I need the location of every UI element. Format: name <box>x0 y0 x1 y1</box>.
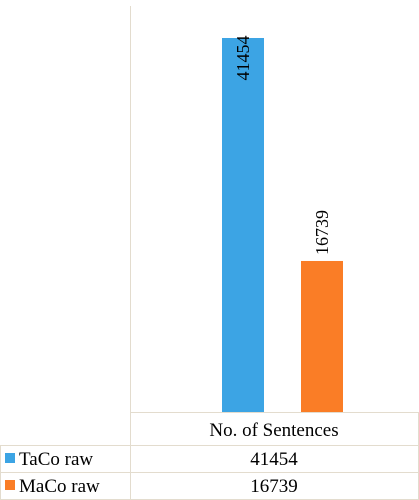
table-header: No. of Sentences <box>209 420 338 441</box>
bars-group: 41454 16739 <box>222 35 343 413</box>
legend-key-maco <box>5 480 15 490</box>
table-row-label: TaCo raw <box>19 449 93 470</box>
data-label: 16739 <box>312 210 332 255</box>
bar-taco-raw <box>222 37 264 413</box>
table-row-value: 41454 <box>250 449 298 470</box>
bar-maco-raw <box>301 260 343 412</box>
data-table: No. of Sentences TaCo raw 41454 MaCo raw… <box>0 412 419 500</box>
legend-key-taco <box>5 453 15 463</box>
data-label: 41454 <box>233 35 253 80</box>
table-row-value: 16739 <box>250 476 298 497</box>
table-row-label: MaCo raw <box>19 476 100 497</box>
